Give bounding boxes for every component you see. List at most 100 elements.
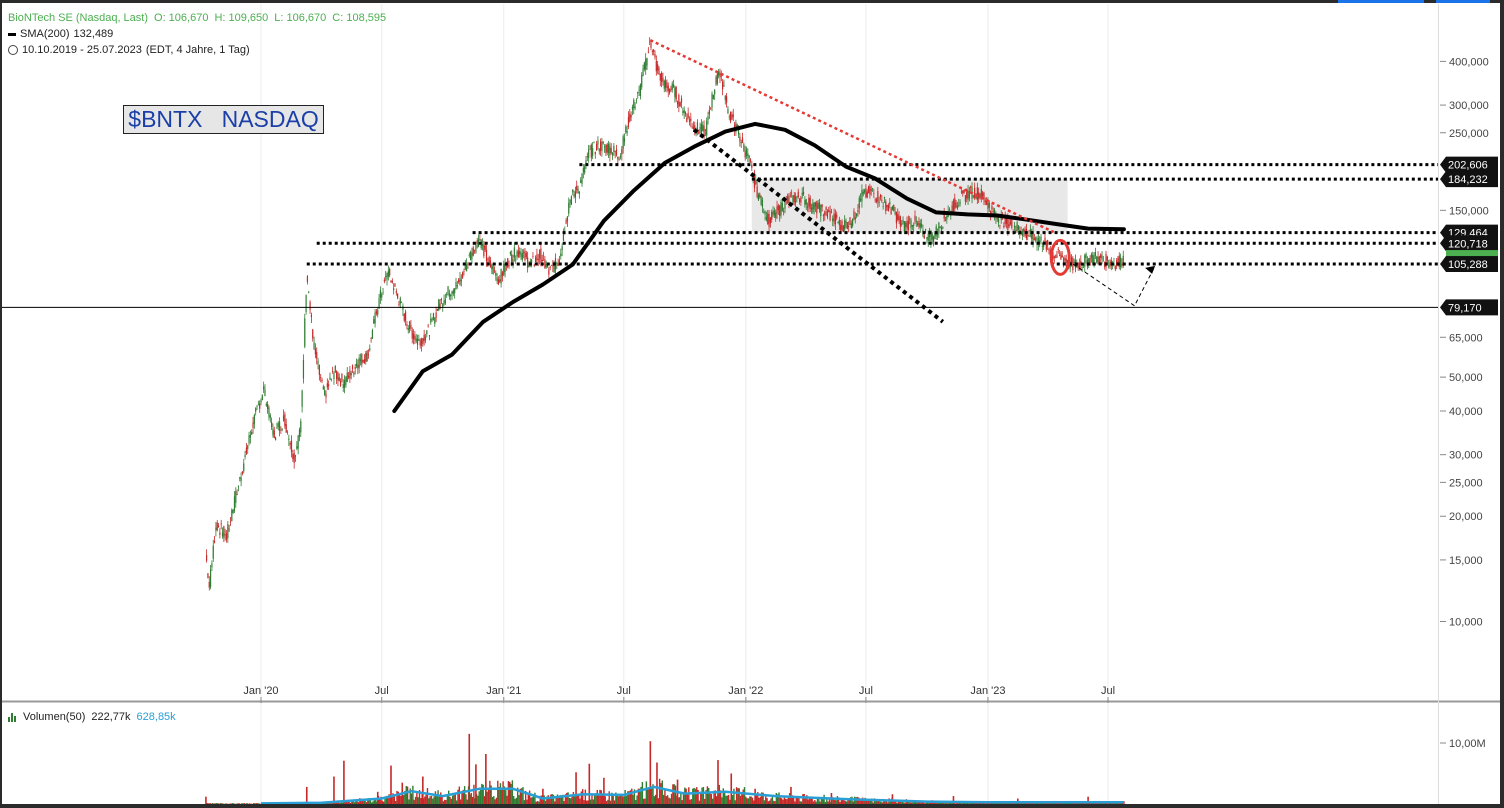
candle-body — [639, 84, 641, 97]
volume-bar — [550, 794, 552, 804]
volume-legend[interactable]: Volumen(50) 222,77k 628,85k — [8, 710, 176, 724]
x-tick-label: Jan '20 — [243, 685, 278, 697]
volume-bar — [780, 798, 783, 804]
candle-body — [979, 194, 981, 198]
volume-bar — [555, 797, 557, 804]
candle-body — [1120, 257, 1122, 268]
volume-bar — [745, 796, 747, 804]
toolbar-tab-strip-right[interactable] — [1436, 0, 1490, 3]
candle-body — [223, 526, 225, 538]
sma-row[interactable]: SMA(200) 132,489 — [8, 26, 386, 42]
range-box — [751, 179, 1068, 233]
volume-bar — [604, 796, 606, 804]
window-bottom-border — [0, 804, 1504, 808]
volume-bar — [360, 798, 362, 804]
candle-body — [412, 334, 415, 340]
range-row[interactable]: 10.10.2019 - 25.07.2023 (EDT, 4 Jahre, 1… — [8, 42, 386, 58]
volume-bar — [948, 802, 950, 804]
candle-body — [739, 136, 741, 142]
volume-bar — [684, 787, 686, 804]
candle-body — [231, 509, 233, 522]
candle-body — [783, 211, 785, 213]
candle-body — [856, 213, 858, 217]
sma-swatch-icon — [8, 32, 16, 36]
volume-bar — [746, 798, 748, 804]
candle-body — [434, 318, 436, 324]
volume-bar — [255, 803, 258, 804]
candle-body — [533, 264, 535, 266]
candle-body — [678, 94, 680, 107]
instrument-name[interactable]: BioNTech SE (Nasdaq, Last) — [8, 12, 149, 24]
volume-bar — [795, 797, 797, 804]
candle-body — [845, 221, 847, 223]
volume-bar — [710, 794, 713, 804]
x-tick-label: Jul — [859, 685, 873, 697]
candle-body — [946, 216, 948, 220]
candle-body — [509, 251, 511, 255]
candle-body — [914, 215, 916, 221]
candle-body — [1044, 237, 1046, 242]
candle-body — [239, 477, 241, 479]
candle-body — [481, 244, 484, 247]
volume-bar — [661, 780, 663, 804]
volume-bar — [714, 790, 717, 804]
candle-body — [328, 384, 330, 387]
volume-bar — [880, 801, 882, 804]
candle-body — [442, 303, 444, 308]
candle-body — [653, 49, 655, 52]
volume-bar — [520, 788, 523, 804]
volume-bar — [690, 799, 693, 804]
volume-bar — [769, 800, 771, 804]
candle-body — [849, 217, 851, 225]
candle-body — [822, 214, 825, 216]
volume-bar — [425, 793, 427, 804]
x-tick-label: Jan '21 — [486, 685, 521, 697]
candle-body — [255, 408, 257, 412]
candle-body — [954, 198, 956, 209]
candle-body — [1122, 255, 1124, 266]
candle-body — [841, 220, 843, 230]
candle-body — [524, 250, 526, 261]
candle-body — [241, 471, 244, 474]
toolbar-tab-strip[interactable] — [1338, 0, 1424, 3]
candle-body — [1033, 238, 1035, 241]
volume-bar — [526, 799, 528, 804]
candle-body — [570, 196, 573, 205]
candle-body — [459, 277, 461, 285]
volume-bar — [899, 800, 901, 804]
volume-bar — [595, 793, 597, 804]
candle-body — [416, 338, 419, 345]
volume-bar — [918, 802, 921, 804]
candle-body — [760, 195, 762, 205]
volume-bar — [440, 792, 442, 804]
candle-body — [865, 187, 867, 198]
volume-bar — [363, 799, 365, 804]
candle-body — [391, 280, 393, 283]
volume-bar — [241, 803, 243, 804]
candle-body — [561, 246, 563, 251]
candle-body — [1085, 253, 1087, 258]
candle-body — [736, 124, 738, 127]
volume-bar — [1035, 803, 1038, 804]
candle-body — [548, 269, 550, 275]
volume-bar — [877, 799, 880, 804]
volume-bar — [838, 797, 840, 804]
candle-body — [359, 359, 362, 362]
volume-bar — [368, 798, 370, 804]
volume-bar — [960, 802, 962, 804]
volume-bar — [530, 797, 532, 804]
volume-bar — [881, 802, 884, 804]
y-tick-label: 15,000 — [1449, 555, 1483, 567]
candle-body — [438, 299, 440, 311]
candle-body — [756, 186, 758, 197]
volume-bar — [765, 796, 767, 804]
volume-bar — [388, 794, 390, 804]
volume-bar — [552, 794, 555, 804]
volume-bar — [723, 791, 726, 804]
volume-bar — [558, 796, 560, 804]
candle-body — [281, 428, 283, 430]
candle-body — [1089, 258, 1091, 266]
volume-bar — [632, 794, 634, 804]
ticker-annotation-box[interactable]: $BNTX NASDAQ — [123, 105, 324, 134]
